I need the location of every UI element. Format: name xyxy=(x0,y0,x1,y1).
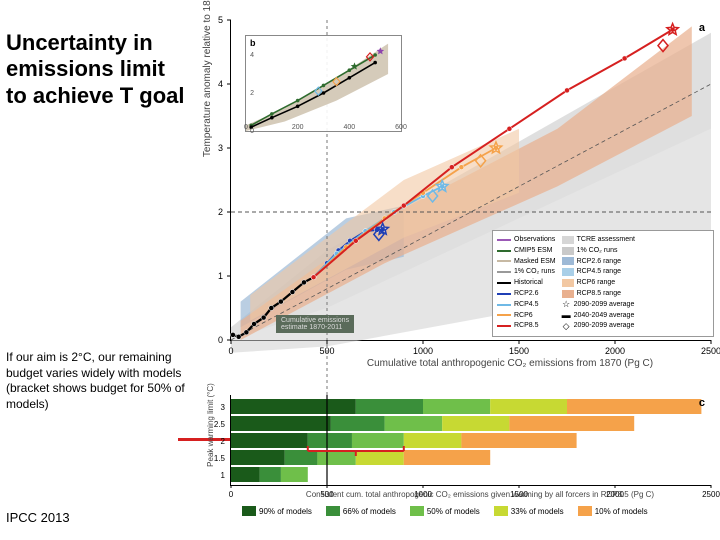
svg-text:0: 0 xyxy=(228,346,233,356)
legend-item: Masked ESM xyxy=(497,257,556,267)
inset-chart: 0200400600024 b xyxy=(245,35,402,132)
legend-item: RCP6 xyxy=(497,311,556,321)
bottom-legend-item: 66% of models xyxy=(326,506,396,516)
svg-text:3: 3 xyxy=(221,403,226,412)
legend-item: ◇2090-2099 average xyxy=(562,321,635,331)
legend-item: Historical xyxy=(497,278,556,288)
main-ylabel: Temperature anomaly relative to 1861-188… xyxy=(202,0,213,180)
source-text: IPCC 2013 xyxy=(6,510,70,527)
svg-text:600: 600 xyxy=(395,124,407,131)
svg-text:2: 2 xyxy=(218,207,223,217)
page-title: Uncertainty in emissions limit to achiev… xyxy=(6,30,186,109)
panel-label-b: b xyxy=(250,38,256,48)
legend-item: RCP2.6 range xyxy=(562,257,635,267)
bottom-chart: 32.521.5105001000150020002500 c xyxy=(230,395,711,486)
bottom-ylabel: Peak warming limit (°C) xyxy=(206,380,215,470)
cum-estimate-box: Cumulative emissions estimate 1870-2011 xyxy=(276,315,354,333)
svg-text:2: 2 xyxy=(221,437,226,446)
svg-text:3: 3 xyxy=(218,143,223,153)
svg-text:2: 2 xyxy=(250,90,254,97)
legend-item: Observations xyxy=(497,235,556,245)
legend-item: ☆2090-2099 average xyxy=(562,300,635,310)
legend-item: RCP4.5 xyxy=(497,300,556,310)
svg-text:500: 500 xyxy=(319,346,334,356)
svg-text:0: 0 xyxy=(250,128,254,135)
svg-text:2.5: 2.5 xyxy=(214,420,226,429)
legend-item: RCP4.5 range xyxy=(562,267,635,277)
note-text: If our aim is 2°C, our remaining budget … xyxy=(6,350,206,412)
legend-item: TCRE assessment xyxy=(562,235,635,245)
legend-item: CMIP5 ESM xyxy=(497,246,556,256)
bottom-legend-item: 33% of models xyxy=(494,506,564,516)
svg-text:5: 5 xyxy=(218,15,223,25)
inset-chart-svg: 0200400600024 xyxy=(246,36,401,131)
main-xlabel: Cumulative total anthropogenic CO₂ emiss… xyxy=(320,358,700,369)
svg-text:400: 400 xyxy=(343,124,355,131)
legend-item: RCP8.5 xyxy=(497,321,556,331)
svg-text:0: 0 xyxy=(218,335,223,345)
legend-item: 1% CO₂ runs xyxy=(562,246,635,256)
svg-text:0: 0 xyxy=(229,490,234,499)
svg-text:1: 1 xyxy=(221,471,226,480)
svg-text:1.5: 1.5 xyxy=(214,454,226,463)
svg-text:1500: 1500 xyxy=(509,346,529,356)
panel-label-c: c xyxy=(699,397,705,409)
svg-text:1000: 1000 xyxy=(413,346,433,356)
legend-item: RCP8.5 range xyxy=(562,289,635,299)
svg-text:2000: 2000 xyxy=(605,346,625,356)
bottom-chart-svg: 32.521.5105001000150020002500 xyxy=(231,395,711,485)
legend-item: 1% CO₂ runs xyxy=(497,267,556,277)
svg-text:2500: 2500 xyxy=(701,346,720,356)
bottom-xlabel: Consistent cum. total anthropogenic CO₂ … xyxy=(250,490,710,499)
svg-text:4: 4 xyxy=(250,52,254,59)
bottom-legend: 90% of models 66% of models 50% of models 3… xyxy=(242,506,648,516)
legend-item: ▬2040-2049 average xyxy=(562,311,635,321)
legend-item: RCP6 range xyxy=(562,278,635,288)
panel-label-a: a xyxy=(699,22,705,34)
legend-item: RCP2.6 xyxy=(497,289,556,299)
bottom-legend-item: 10% of models xyxy=(578,506,648,516)
bottom-legend-item: 50% of models xyxy=(410,506,480,516)
legend: ObservationsCMIP5 ESMMasked ESM1% CO₂ ru… xyxy=(492,230,714,337)
svg-text:1: 1 xyxy=(218,271,223,281)
svg-text:0: 0 xyxy=(244,124,248,131)
bottom-legend-item: 90% of models xyxy=(242,506,312,516)
svg-text:4: 4 xyxy=(218,79,223,89)
svg-text:200: 200 xyxy=(292,124,304,131)
